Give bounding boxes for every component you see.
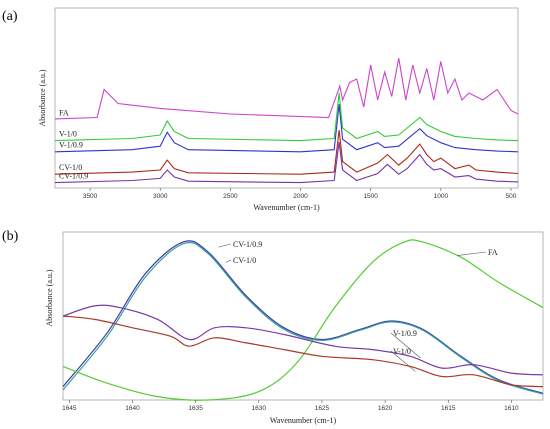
tick-label-b-3: 1630 <box>252 405 267 412</box>
series-line-b-2 <box>62 239 544 401</box>
series-line-a-0 <box>54 57 519 120</box>
panel-b-label: (b) <box>2 229 19 244</box>
tick-label-a-5: 1000 <box>434 193 449 200</box>
tick-label-b-4: 1625 <box>315 405 330 412</box>
callout-line-2 <box>457 251 487 256</box>
series-line-b-0 <box>62 240 544 394</box>
callout-label-b-0: CV-1/0.9 <box>233 240 262 249</box>
legend-label-a-0: FA <box>59 109 69 118</box>
tick-label-b-6: 1615 <box>441 405 456 412</box>
series-line-a-2 <box>54 104 519 153</box>
series-line-a-3 <box>54 130 519 175</box>
y-axis-label-a: Absorbance (a.u.) <box>38 69 47 126</box>
tick-label-b-0: 1645 <box>62 405 77 412</box>
legend-label-a-3: CV-1/0 <box>59 163 82 172</box>
callout-label-b-3: V-1/0.9 <box>393 329 417 338</box>
x-axis-label-b: Wavenumber (cm-1) <box>270 416 337 425</box>
tick-label-b-7: 1610 <box>504 405 519 412</box>
tick-label-a-2: 2500 <box>223 193 238 200</box>
tick-label-b-1: 1640 <box>125 405 140 412</box>
legend-label-a-4: CV-1/0.9 <box>59 172 88 181</box>
series-line-a-1 <box>54 92 519 142</box>
panel-a: FA V-1/0 V-1/0.9 CV-1/0CV-1/0.9 3500 3000 2500… <box>38 7 519 212</box>
tick-label-a-1: 3000 <box>153 193 168 200</box>
series-line-b-1 <box>62 241 544 395</box>
series-line-b-3 <box>62 304 544 376</box>
x-axis-label-a: Wavenumber (cm-1) <box>253 203 320 212</box>
series-line-b-4 <box>62 315 544 388</box>
callout-line-3 <box>390 332 421 359</box>
tick-label-a-6: 500 <box>506 193 517 200</box>
callout-line-4 <box>390 350 416 372</box>
legend-label-a-1: V-1/0 <box>59 130 77 139</box>
tick-label-b-2: 1635 <box>188 405 203 412</box>
panel-b: CV-1/0.9 CV-1/0 FA V-1/0.9 V-1/0 1645 1640 1635… <box>45 231 544 425</box>
y-axis-label-b: Absorbance (a.u.) <box>45 269 54 326</box>
callout-label-b-4: V-1/0 <box>393 347 411 356</box>
series-line-a-4 <box>54 141 519 184</box>
tick-label-a-3: 2000 <box>293 193 308 200</box>
callout-label-b-1: CV-1/0 <box>233 256 256 265</box>
panel-a-frame <box>54 7 519 189</box>
tick-label-a-0: 3500 <box>83 193 98 200</box>
panel-a-label: (a) <box>2 9 18 24</box>
callout-label-b-2: FA <box>488 248 498 257</box>
callout-line-0 <box>218 243 232 248</box>
tick-label-b-5: 1620 <box>378 405 393 412</box>
legend-label-a-2: V-1/0.9 <box>59 141 83 150</box>
callout-line-1 <box>225 259 232 263</box>
tick-label-a-4: 1500 <box>363 193 378 200</box>
